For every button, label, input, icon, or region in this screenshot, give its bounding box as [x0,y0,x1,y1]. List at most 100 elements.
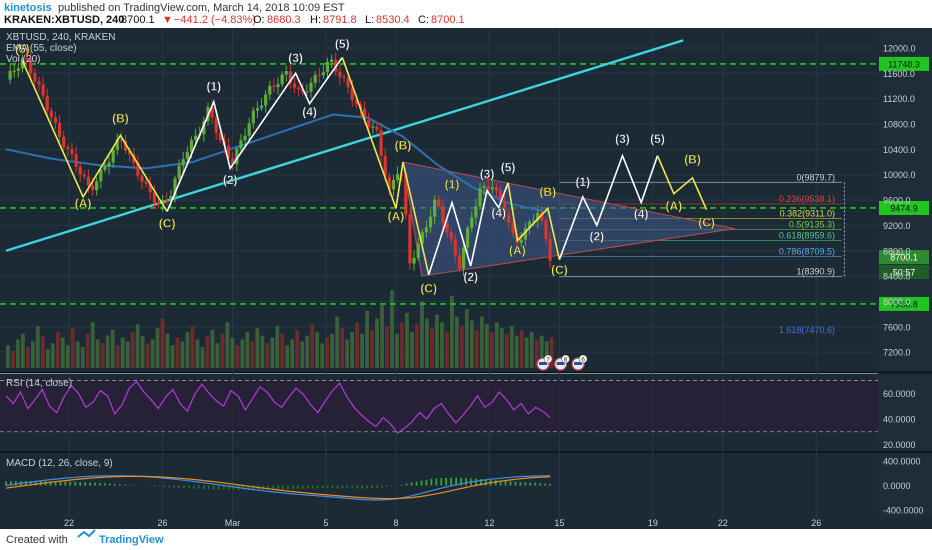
candle-body [156,202,161,204]
macd-histogram-bar [514,481,517,486]
macd-histogram-bar [390,485,393,487]
volume-bar [340,328,345,368]
flag-count-label: 7 [546,357,550,364]
candle-body [325,61,330,73]
candle-body [379,130,383,156]
author-name[interactable]: kinetosis [4,2,52,14]
candle-body [128,150,132,155]
candle-body [165,200,169,202]
y-tick-label: 7600.0 [883,322,911,332]
low-value: 8530.4 [376,14,410,26]
macd-histogram-bar [198,485,200,489]
y-tick-label: 8800.0 [883,246,911,256]
high-value: 8791.8 [323,14,357,26]
candle-body [99,169,103,182]
candle-body [90,185,95,191]
candle-body [95,181,99,191]
candle-body [57,122,62,137]
macd-histogram-bar [544,483,547,486]
volume-bar [380,305,384,368]
y-tick-label: 7200.0 [883,348,911,358]
macd-histogram-bar [366,485,368,489]
wave-label: (C) [551,263,568,277]
macd-histogram-bar [64,481,67,486]
macd-histogram-bar [108,483,111,486]
wave-label: (A) [666,199,683,213]
price-series [5,51,552,276]
volume-bar [160,318,165,368]
level-tag [879,296,929,311]
macd-histogram-bar [534,482,537,486]
wave-label: (3) [288,51,303,65]
volume-bar [155,328,160,368]
price-tag [879,250,929,265]
wave-label: (2) [223,173,238,187]
tradingview-brand[interactable]: TradingView [99,534,164,546]
candle-body [428,216,433,228]
candle-body [424,227,429,233]
volume-bar [539,335,544,368]
fib-label: 0.5(9135.3) [789,220,835,230]
macd-histogram-bar [341,485,344,489]
volume-bar [544,341,549,368]
candle-body [478,188,482,207]
volume-bar [280,333,285,368]
wave-line [656,155,708,210]
macd-histogram-bar [69,481,72,486]
candle-body [416,243,420,258]
rsi-band [0,380,878,432]
candle-body [255,108,260,111]
macd-histogram-bar [54,481,57,486]
candle-body [490,187,494,190]
volume-bar [150,339,155,368]
macd-histogram-bar [519,482,522,486]
candle-body [354,100,358,105]
price-tag-label: 50:57 [893,267,916,277]
macd-histogram-bar [361,485,364,489]
candle-body [511,223,515,234]
candle-body [540,212,544,221]
candle-body [519,239,523,243]
candle-body [264,94,268,106]
candle-body [173,178,177,197]
y-tick-label: 10000.0 [883,170,916,180]
volume-bar [230,337,235,368]
macd-histogram-bar [99,483,101,486]
volume-bar [130,331,135,368]
macd-histogram-bar [272,485,274,490]
candle-body [45,95,49,111]
wave-label: (B) [539,185,556,199]
macd-histogram-bar [504,481,507,486]
wave-line [166,56,343,212]
ema-line [5,113,551,214]
vol-legend: Vol (20) [6,54,40,65]
volume-bar [140,335,145,368]
rsi-indicator: 60.0000 40.0000 20.0000 [0,380,916,450]
macd-histogram-bar [282,485,284,490]
volume-bar [330,333,335,368]
volume-bar [10,350,15,368]
volume-bar [255,328,260,368]
candle-body [185,151,189,160]
macd-histogram-bar [79,482,82,486]
candle-body [140,175,144,182]
macd-histogram-bar [94,482,96,486]
macd-histogram-bar [128,484,131,486]
candle-body [144,181,148,184]
wave-label: (5) [650,132,665,146]
candle-body [367,120,371,128]
candle-body [16,68,20,71]
wave-label: (2) [589,230,604,244]
macd-indicator: 400.0000 0.0000 -400.0000 [5,457,924,515]
price-change: −441.2 (−4.83%) [174,14,256,26]
candle-body [503,201,507,215]
volume-bar [245,331,250,368]
x-tick-label: 15 [554,518,564,528]
macd-histogram-bar [381,485,383,488]
publish-info: published on TradingView.com, March 14, … [58,2,345,14]
macd-histogram-bar [326,485,329,489]
volume-bar [235,345,240,368]
macd-histogram-bar [529,482,532,486]
macd-histogram-bar [524,482,527,486]
volume-bar [395,333,399,368]
